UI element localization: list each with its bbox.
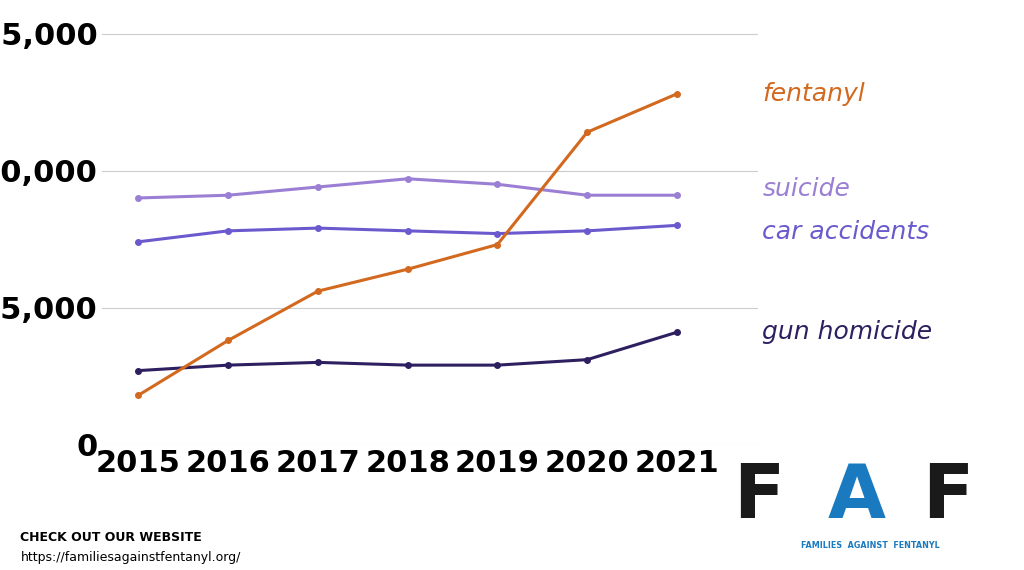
Text: FAMILIES  AGAINST  FENTANYL: FAMILIES AGAINST FENTANYL xyxy=(801,542,940,550)
Text: F: F xyxy=(922,461,973,534)
Text: https://familiesagainstfentanyl.org/: https://familiesagainstfentanyl.org/ xyxy=(20,551,241,564)
Text: car accidents: car accidents xyxy=(762,220,930,244)
Text: A: A xyxy=(827,461,886,534)
Text: CHECK OUT OUR WEBSITE: CHECK OUT OUR WEBSITE xyxy=(20,531,202,544)
Text: fentanyl: fentanyl xyxy=(762,82,865,106)
Text: suicide: suicide xyxy=(762,177,850,201)
Text: F: F xyxy=(733,461,784,534)
Text: gun homicide: gun homicide xyxy=(762,320,933,344)
